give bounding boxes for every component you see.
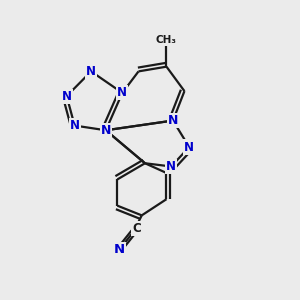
Text: N: N: [166, 160, 176, 173]
Text: N: N: [168, 114, 178, 127]
Text: N: N: [113, 243, 124, 256]
Text: N: N: [117, 86, 127, 99]
Text: C: C: [132, 222, 141, 236]
Text: CH₃: CH₃: [156, 35, 177, 46]
Text: N: N: [86, 65, 96, 78]
Text: N: N: [62, 90, 72, 103]
Text: N: N: [70, 119, 80, 132]
Text: N: N: [184, 141, 194, 154]
Text: N: N: [100, 124, 111, 137]
